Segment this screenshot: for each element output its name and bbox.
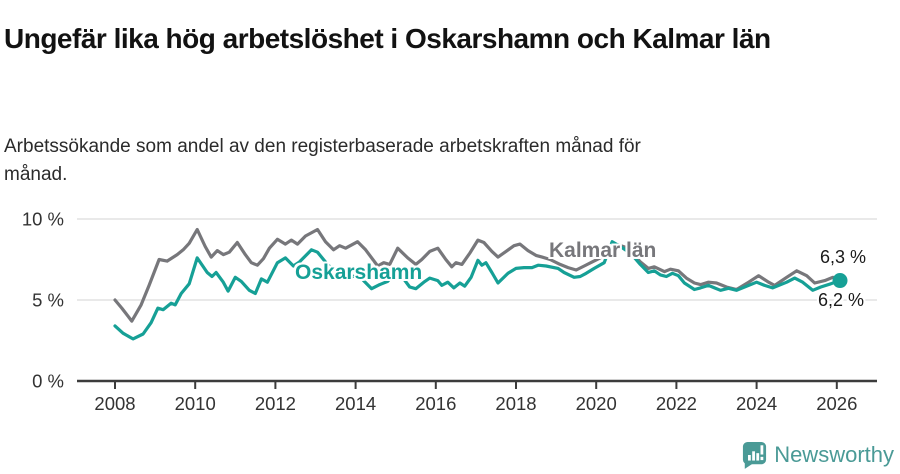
x-tick-label: 2014	[335, 393, 376, 414]
series-label-oskarshamn: Oskarshamn	[295, 261, 423, 284]
x-tick-label: 2012	[255, 393, 296, 414]
x-tick-label: 2026	[816, 393, 857, 414]
x-tick-label: 2008	[94, 393, 135, 414]
newsworthy-logo: Newsworthy	[742, 441, 894, 469]
end-value-label-kalmar: 6,3 %	[820, 247, 867, 267]
x-tick-label: 2020	[576, 393, 617, 414]
x-tick-label: 2010	[175, 393, 216, 414]
series-label-kalmar-lan: Kalmar län	[549, 239, 657, 262]
series-line-kalmar-län	[113, 227, 842, 323]
newsworthy-icon	[743, 442, 767, 469]
newsworthy-wordmark: Newsworthy	[774, 442, 894, 467]
end-dot-oskarshamn	[832, 273, 848, 289]
end-value-label-oskarshamn: 6,2 %	[818, 290, 865, 310]
chart-subtitle: Arbetssökande som andel av den registerb…	[4, 136, 641, 185]
x-tick-label: 2022	[656, 393, 697, 414]
series-line-oskarshamn	[113, 240, 842, 341]
x-tick-label: 2018	[495, 393, 536, 414]
y-tick-label: 10 %	[22, 209, 64, 230]
y-tick-label: 0 %	[32, 371, 64, 392]
x-tick-label: 2024	[736, 393, 777, 414]
y-tick-label: 5 %	[32, 290, 64, 311]
page-title: Ungefär lika hög arbetslöshet i Oskarsha…	[4, 22, 771, 54]
x-tick-label: 2016	[415, 393, 456, 414]
